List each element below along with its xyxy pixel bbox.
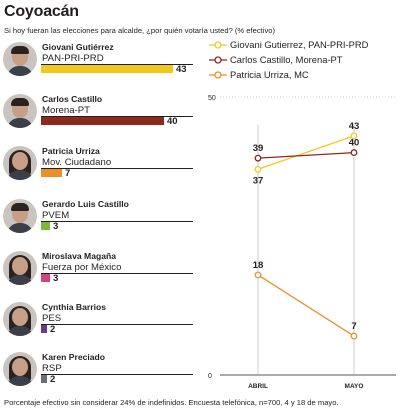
data-point bbox=[254, 165, 262, 173]
candidate-row: Patricia Urriza Mov. Ciudadano 7 bbox=[0, 146, 205, 196]
data-label: 7 bbox=[351, 321, 356, 332]
x-tick-label: ABRIL bbox=[248, 383, 268, 390]
bar-baseline bbox=[41, 64, 193, 65]
candidate-name: Giovani Gutiérrez bbox=[42, 42, 114, 52]
candidate-row: Carlos Castillo Morena-PT 40 bbox=[0, 94, 205, 144]
candidate-name: Gerardo Luis Castillo bbox=[42, 199, 129, 209]
data-point bbox=[350, 332, 358, 340]
x-tick-label: MAYO bbox=[345, 383, 364, 390]
y-tick-label: 50 bbox=[208, 95, 216, 102]
candidate-photo bbox=[3, 199, 37, 233]
vote-value: 2 bbox=[50, 324, 56, 335]
legend-marker bbox=[209, 71, 227, 79]
candidate-party: PES bbox=[42, 313, 62, 324]
candidate-name: Karen Preciado bbox=[42, 352, 106, 362]
candidate-photo bbox=[3, 251, 37, 285]
survey-question: Si hoy fueran las elecciones para alcald… bbox=[4, 26, 275, 35]
data-point bbox=[254, 271, 262, 279]
candidate-photo bbox=[3, 146, 37, 180]
candidate-name: Cynthia Barrios bbox=[42, 302, 106, 312]
vote-bar bbox=[41, 375, 47, 383]
bar-baseline bbox=[41, 324, 193, 325]
candidate-row: Giovani Gutiérrez PAN-PRI-PRD 43 bbox=[0, 42, 205, 92]
vote-bar bbox=[41, 274, 50, 282]
candidate-name: Patricia Urriza bbox=[42, 146, 100, 156]
bar-baseline bbox=[41, 221, 193, 222]
bar-baseline bbox=[41, 116, 193, 117]
candidate-row: Gerardo Luis Castillo PVEM 3 bbox=[0, 199, 205, 249]
vote-value: 40 bbox=[167, 116, 178, 127]
candidate-photo bbox=[3, 42, 37, 76]
legend-marker bbox=[209, 41, 227, 49]
page-title: Coyoacán bbox=[4, 3, 79, 20]
candidate-name: Carlos Castillo bbox=[42, 94, 103, 104]
vote-value: 2 bbox=[50, 374, 56, 385]
y-tick-label: 0 bbox=[208, 373, 212, 380]
candidate-photo bbox=[3, 302, 37, 336]
series-line bbox=[257, 135, 355, 170]
footnote: Porcentaje efectivo sin considerar 24% d… bbox=[4, 398, 339, 407]
data-point bbox=[350, 149, 358, 157]
legend-label: Carlos Castillo, Morena-PT bbox=[230, 54, 343, 65]
vote-bar bbox=[41, 65, 173, 73]
bar-baseline bbox=[41, 273, 193, 274]
candidate-party: PVEM bbox=[42, 210, 70, 221]
vote-value: 7 bbox=[65, 168, 71, 179]
bar-baseline bbox=[41, 168, 193, 169]
candidate-name: Miroslava Magaña bbox=[42, 251, 117, 261]
candidate-row: Miroslava Magaña Fuerza por México 3 bbox=[0, 251, 205, 301]
vote-bar bbox=[41, 169, 62, 177]
candidate-party: Fuerza por México bbox=[42, 262, 122, 273]
vote-value: 3 bbox=[53, 273, 59, 284]
vote-bar bbox=[41, 325, 47, 333]
series-line bbox=[257, 151, 355, 159]
vote-bar bbox=[41, 222, 50, 230]
candidate-row: Karen Preciado RSP 2 bbox=[0, 352, 205, 402]
candidate-party: RSP bbox=[42, 363, 62, 374]
candidate-party: Mov. Ciudadano bbox=[42, 157, 112, 168]
candidate-party: PAN-PRI-PRD bbox=[42, 53, 104, 64]
candidate-party: Morena-PT bbox=[42, 105, 90, 116]
candidate-photo bbox=[3, 352, 37, 386]
candidate-row: Cynthia Barrios PES 2 bbox=[0, 302, 205, 352]
data-label: 18 bbox=[253, 260, 264, 271]
vote-bar bbox=[41, 117, 164, 125]
trend-line-chart: 0 50 ABRIL MAYO 37 43 39 40 18 7 bbox=[208, 95, 396, 390]
legend-label: Patricia Urriza, MC bbox=[230, 69, 309, 80]
data-label: 39 bbox=[253, 143, 264, 154]
data-point bbox=[254, 154, 262, 162]
data-point bbox=[350, 132, 358, 140]
data-label: 43 bbox=[349, 121, 360, 132]
vote-value: 3 bbox=[53, 221, 59, 232]
candidate-photo bbox=[3, 94, 37, 128]
data-label: 40 bbox=[349, 138, 360, 149]
legend-label: Giovani Gutierrez, PAN-PRI-PRD bbox=[230, 39, 369, 50]
legend-marker bbox=[209, 56, 227, 64]
vote-value: 43 bbox=[176, 64, 187, 75]
series-line bbox=[257, 274, 355, 337]
bar-baseline bbox=[41, 374, 193, 375]
data-label: 37 bbox=[253, 175, 264, 186]
